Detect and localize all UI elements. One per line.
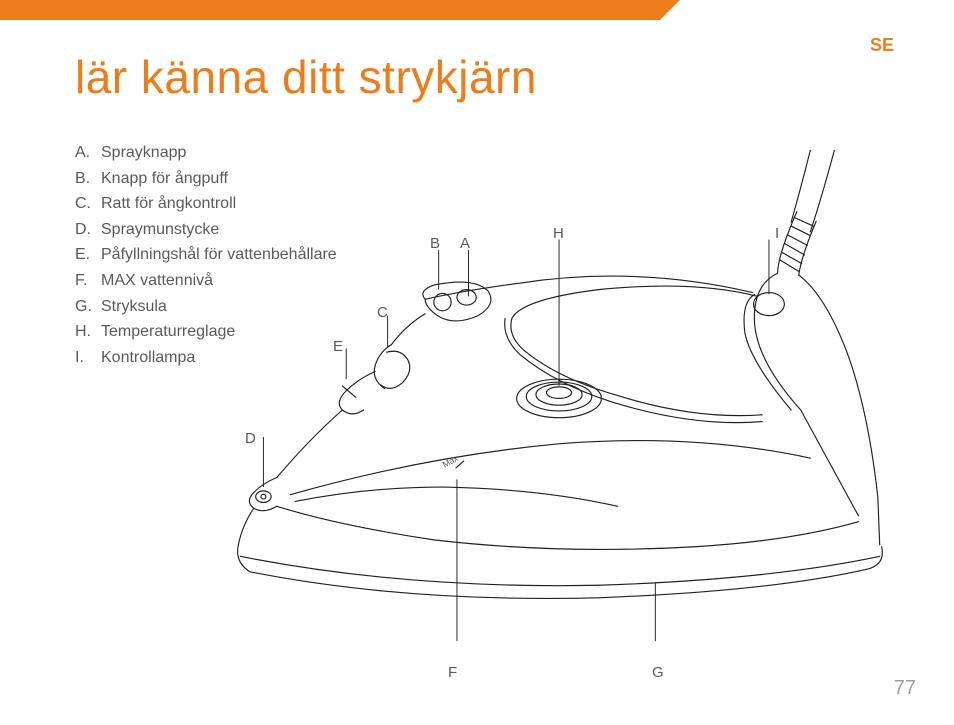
callout-label-a: A (460, 235, 470, 252)
legend-letter: G. (75, 294, 101, 320)
legend-label: MAX vattennivå (101, 268, 213, 294)
callout-label-d: D (245, 430, 256, 447)
legend-letter: I. (75, 345, 101, 371)
legend-letter: H. (75, 319, 101, 345)
legend-letter: B. (75, 166, 101, 192)
language-badge: SE (870, 35, 894, 56)
header-bar-shape (0, 0, 680, 20)
callout-label-b: B (430, 235, 440, 252)
legend-letter: E. (75, 242, 101, 268)
callout-label-e: E (333, 338, 343, 355)
legend-letter: D. (75, 217, 101, 243)
callout-label-f: F (448, 664, 457, 681)
header-bar (0, 0, 680, 20)
callout-label-i: I (775, 225, 779, 242)
callout-label-h: H (553, 225, 564, 242)
callout-label-g: G (652, 664, 664, 681)
legend-label: Sprayknapp (101, 140, 186, 166)
page-number: 77 (894, 677, 916, 700)
legend-letter: C. (75, 191, 101, 217)
legend-label: Kontrollampa (101, 345, 195, 371)
page-title: lär känna ditt strykjärn (75, 50, 537, 104)
callout-label-c: C (377, 304, 388, 321)
legend-letter: F. (75, 268, 101, 294)
legend-letter: A. (75, 140, 101, 166)
legend-label: Stryksula (101, 294, 167, 320)
